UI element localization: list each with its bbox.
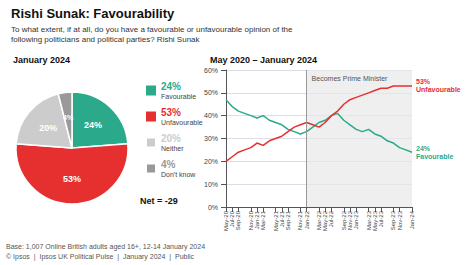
svg-text:May 2020 – January 2024: May 2020 – January 2024: [210, 55, 317, 65]
svg-text:Mar-21: Mar-21: [260, 210, 266, 230]
svg-text:May-20: May-20: [223, 210, 229, 231]
svg-text:Don't know: Don't know: [161, 171, 196, 178]
svg-text:Favourable: Favourable: [161, 93, 196, 100]
svg-text:May-23: May-23: [372, 210, 378, 231]
svg-text:Sep-23: Sep-23: [390, 210, 396, 230]
svg-text:following politicians and poli: following politicians and political part…: [11, 35, 201, 44]
svg-text:24%: 24%: [84, 120, 102, 130]
svg-text:Sep-20: Sep-20: [235, 210, 241, 230]
svg-text:January 2024: January 2024: [13, 55, 70, 65]
svg-text:Sep-22: Sep-22: [341, 210, 347, 230]
svg-text:Jul-21: Jul-21: [279, 210, 285, 227]
svg-text:20%: 20%: [204, 158, 218, 165]
svg-text:24%: 24%: [416, 145, 431, 152]
svg-text:Jan-22: Jan-22: [304, 210, 310, 229]
svg-text:20%: 20%: [161, 133, 181, 144]
svg-text:May-21: May-21: [273, 210, 279, 231]
svg-text:Jan-23: Jan-23: [353, 210, 359, 229]
svg-text:Unfavourable: Unfavourable: [161, 119, 203, 126]
svg-text:53%: 53%: [416, 78, 431, 85]
svg-text:10%: 10%: [204, 181, 218, 188]
svg-text:40%: 40%: [204, 112, 218, 119]
svg-text:4%: 4%: [161, 159, 176, 170]
svg-text:Nov-22: Nov-22: [347, 210, 353, 230]
svg-text:20%: 20%: [39, 123, 57, 133]
svg-text:Nov-23: Nov-23: [397, 210, 403, 230]
svg-text:Becomes Prime Minister: Becomes Prime Minister: [312, 75, 389, 82]
svg-text:0%: 0%: [208, 204, 218, 211]
svg-text:50%: 50%: [204, 89, 218, 96]
svg-text:4%: 4%: [63, 114, 74, 121]
svg-text:Jan-24: Jan-24: [409, 210, 415, 229]
svg-text:Jul-23: Jul-23: [378, 210, 384, 227]
svg-text:Mar-22: Mar-22: [316, 210, 322, 230]
svg-text:53%: 53%: [63, 174, 81, 184]
svg-text:Net = -29: Net = -29: [140, 196, 178, 206]
svg-text:Unfavourable: Unfavourable: [416, 86, 461, 93]
svg-text:Jul-22: Jul-22: [328, 210, 334, 227]
svg-text:Mar-23: Mar-23: [366, 210, 372, 230]
svg-text:Base: 1,007 Online British adu: Base: 1,007 Online British adults aged 1…: [6, 243, 205, 251]
svg-text:Jan-21: Jan-21: [254, 210, 260, 229]
svg-text:Nov-21: Nov-21: [297, 210, 303, 230]
svg-text:Favourable: Favourable: [416, 153, 453, 160]
svg-text:60%: 60%: [204, 67, 218, 74]
svg-text:Nov-20: Nov-20: [248, 210, 254, 230]
svg-text:© Ipsos | Ipsos UK Political: © Ipsos | Ipsos UK Political Pulse | Jan…: [6, 253, 195, 261]
svg-text:Rishi Sunak: Favourability: Rishi Sunak: Favourability: [11, 6, 175, 21]
svg-text:Sep-21: Sep-21: [285, 210, 291, 230]
svg-text:May-22: May-22: [322, 210, 328, 231]
svg-text:30%: 30%: [204, 135, 218, 142]
svg-text:24%: 24%: [161, 81, 181, 92]
svg-text:53%: 53%: [161, 107, 181, 118]
svg-text:Jul-20: Jul-20: [229, 210, 235, 227]
svg-text:Neither: Neither: [161, 145, 184, 152]
svg-text:To what extent, if at all, do: To what extent, if at all, do you have a…: [11, 25, 293, 34]
